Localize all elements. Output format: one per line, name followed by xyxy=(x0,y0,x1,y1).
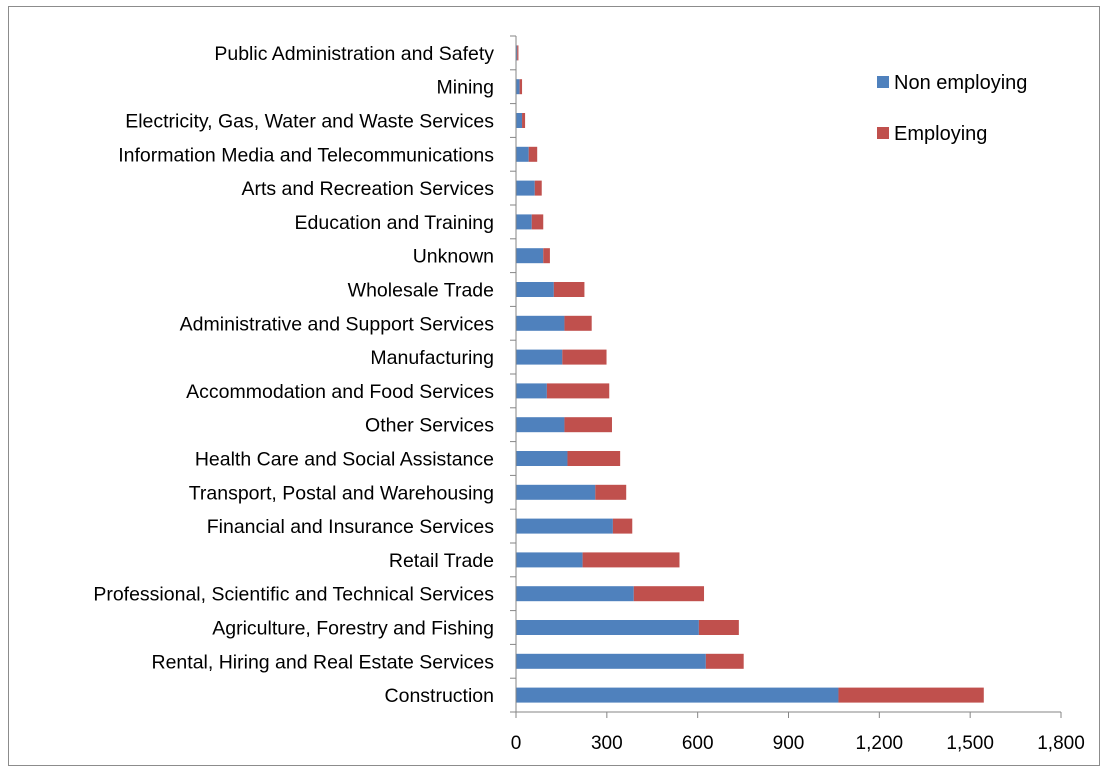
bar-employing-public-administration-and-safety xyxy=(517,45,519,61)
category-labels: Construction Rental, Hiring and Real Esta… xyxy=(93,43,494,707)
category-label-information-media-and-telecommunications: Information Media and Telecommunications xyxy=(118,144,494,166)
bar-non-employing-electricity-gas-water-and-waste-services xyxy=(516,113,523,128)
bar-employing-other-services xyxy=(564,417,612,433)
category-label-wholesale-trade: Wholesale Trade xyxy=(348,280,494,302)
bar-non-employing-administrative-and-support-services xyxy=(516,315,565,331)
bar-employing-health-care-and-social-assistance xyxy=(567,451,621,466)
x-tick-label-600: 600 xyxy=(682,733,714,754)
bar-non-employing-public-administration-and-safety xyxy=(516,45,518,61)
bars-group xyxy=(516,45,984,703)
category-label-retail-trade: Retail Trade xyxy=(389,550,494,572)
bar-employing-mining xyxy=(519,79,523,95)
x-tick-label-1-200: 1,200 xyxy=(856,733,904,754)
bar-employing-accommodation-and-food-services xyxy=(546,383,610,399)
bar-non-employing-arts-and-recreation-services xyxy=(516,180,535,196)
bar-non-employing-information-media-and-telecommunications xyxy=(516,146,529,162)
legend-swatch-employing xyxy=(877,127,889,139)
bar-employing-information-media-and-telecommunications xyxy=(528,146,538,162)
bar-employing-agriculture-forestry-and-fishing xyxy=(698,620,739,635)
bar-employing-professional-scientific-and-technical-services xyxy=(633,586,705,602)
category-label-manufacturing: Manufacturing xyxy=(370,347,494,369)
bar-non-employing-retail-trade xyxy=(516,552,583,568)
x-tick-label-1-800: 1,800 xyxy=(1037,733,1085,754)
bar-non-employing-other-services xyxy=(516,417,565,433)
bar-employing-administrative-and-support-services xyxy=(564,315,592,331)
bar-employing-construction xyxy=(838,687,984,703)
bar-employing-rental-hiring-and-real-estate-services xyxy=(705,653,744,669)
category-label-transport-postal-and-warehousing: Transport, Postal and Warehousing xyxy=(189,482,494,504)
bar-employing-wholesale-trade xyxy=(553,282,585,297)
category-label-electricity-gas-water-and-waste-services: Electricity, Gas, Water and Waste Servic… xyxy=(125,111,494,133)
legend-swatch-non-employing xyxy=(877,76,889,88)
category-label-agriculture-forestry-and-fishing: Agriculture, Forestry and Fishing xyxy=(212,618,494,640)
category-label-construction: Construction xyxy=(385,685,494,707)
category-label-mining: Mining xyxy=(437,77,494,99)
bar-non-employing-mining xyxy=(516,79,520,95)
bar-non-employing-financial-and-insurance-services xyxy=(516,518,613,534)
bar-non-employing-manufacturing xyxy=(516,349,563,365)
bar-employing-retail-trade xyxy=(582,552,680,568)
bar-non-employing-unknown xyxy=(516,248,544,264)
bar-employing-education-and-training xyxy=(531,214,544,230)
bar-non-employing-transport-postal-and-warehousing xyxy=(516,484,596,500)
bar-non-employing-construction xyxy=(516,687,839,703)
category-label-health-care-and-social-assistance: Health Care and Social Assistance xyxy=(195,449,494,471)
category-label-unknown: Unknown xyxy=(413,246,494,268)
x-tick-label-0: 0 xyxy=(511,733,522,754)
x-tick-label-1-500: 1,500 xyxy=(946,733,994,754)
legend-label-employing: Employing xyxy=(894,123,987,145)
x-tick-labels: 0 300 600 900 1,200 1,500 1,800 xyxy=(511,733,1085,754)
category-label-education-and-training: Education and Training xyxy=(295,212,494,234)
bar-non-employing-rental-hiring-and-real-estate-services xyxy=(516,653,706,669)
bar-employing-unknown xyxy=(543,248,550,264)
category-label-arts-and-recreation-services: Arts and Recreation Services xyxy=(241,178,494,200)
bar-employing-manufacturing xyxy=(562,349,607,365)
category-label-financial-and-insurance-services: Financial and Insurance Services xyxy=(207,516,494,538)
category-label-accommodation-and-food-services: Accommodation and Food Services xyxy=(186,381,494,403)
category-label-public-administration-and-safety: Public Administration and Safety xyxy=(214,43,494,65)
bar-non-employing-education-and-training xyxy=(516,214,532,230)
bar-non-employing-agriculture-forestry-and-fishing xyxy=(516,620,699,635)
bar-non-employing-health-care-and-social-assistance xyxy=(516,451,568,466)
x-tick-label-300: 300 xyxy=(591,733,623,754)
bar-employing-arts-and-recreation-services xyxy=(534,180,542,196)
bar-non-employing-accommodation-and-food-services xyxy=(516,383,547,399)
bar-non-employing-professional-scientific-and-technical-services xyxy=(516,586,634,602)
bar-non-employing-wholesale-trade xyxy=(516,282,554,297)
bar-employing-transport-postal-and-warehousing xyxy=(595,484,627,500)
legend: Non employing Employing xyxy=(877,72,1027,145)
category-label-professional-scientific-and-technical-services: Professional, Scientific and Technical S… xyxy=(93,584,494,606)
legend-label-non-employing: Non employing xyxy=(894,72,1027,94)
category-label-administrative-and-support-services: Administrative and Support Services xyxy=(180,313,495,335)
bar-employing-financial-and-insurance-services xyxy=(612,518,633,534)
category-label-other-services: Other Services xyxy=(365,415,494,437)
category-label-rental-hiring-and-real-estate-services: Rental, Hiring and Real Estate Services xyxy=(152,651,495,673)
bar-employing-electricity-gas-water-and-waste-services xyxy=(522,113,526,128)
x-tick-label-900: 900 xyxy=(773,733,805,754)
axes-group xyxy=(510,35,1062,718)
